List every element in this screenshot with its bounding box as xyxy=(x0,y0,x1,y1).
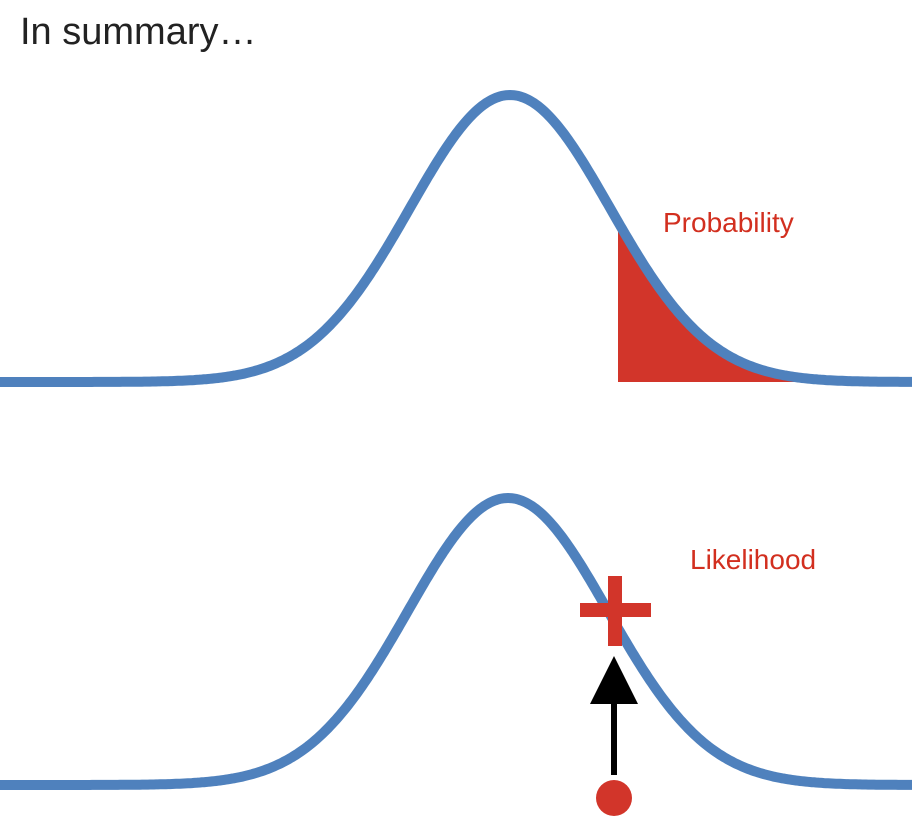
likelihood-cross xyxy=(580,576,651,646)
observation-dot xyxy=(596,780,632,816)
bottom-curve xyxy=(0,492,912,790)
probability-label: Probability xyxy=(663,207,794,238)
top-curve xyxy=(0,89,912,387)
probability-area xyxy=(618,221,900,382)
title: In summary… xyxy=(20,11,256,53)
likelihood-label: Likelihood xyxy=(690,544,816,575)
